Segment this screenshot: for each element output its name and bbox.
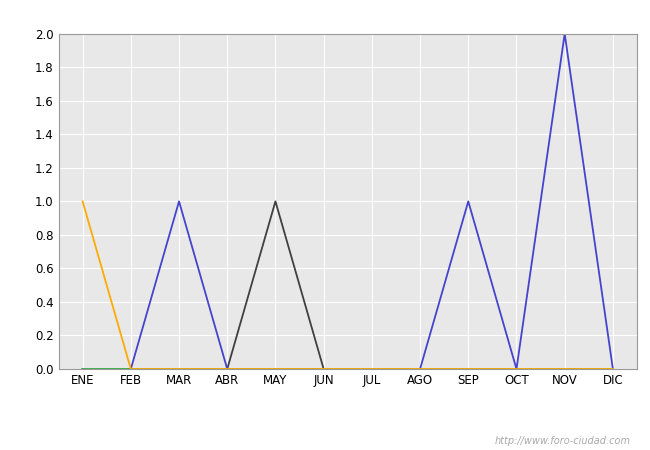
Text: http://www.foro-ciudad.com: http://www.foro-ciudad.com <box>495 436 630 446</box>
Text: Matriculaciones de Vehiculos en Portilla: Matriculaciones de Vehiculos en Portilla <box>161 8 489 26</box>
